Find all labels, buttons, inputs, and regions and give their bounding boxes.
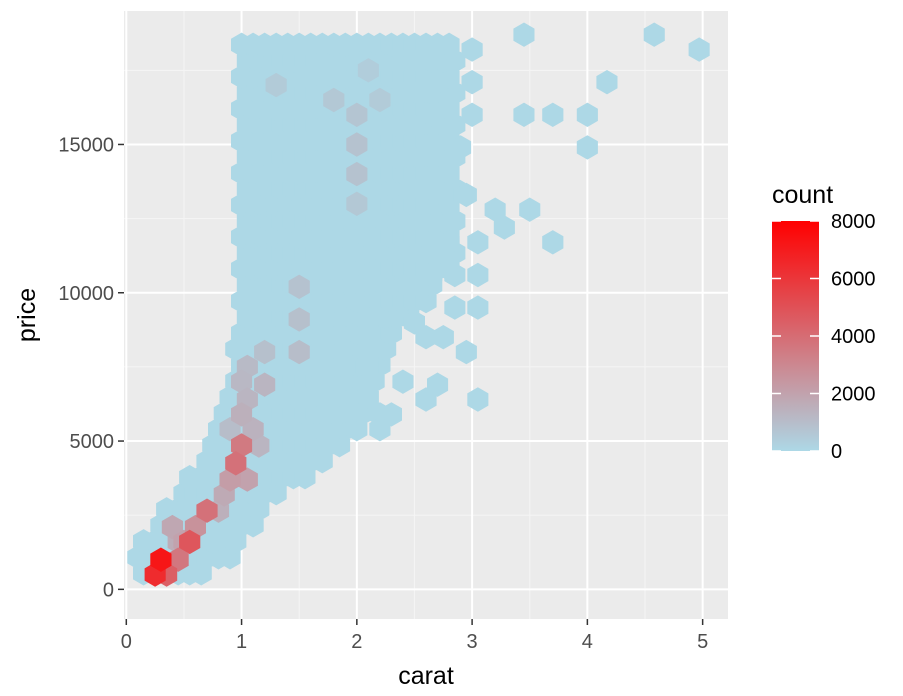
y-tick-label: 5000 <box>70 431 115 453</box>
hex-bin <box>438 32 460 57</box>
hex-bin <box>421 102 443 127</box>
hex-bin <box>167 547 189 572</box>
hex-bin <box>231 402 253 427</box>
hex-bin <box>346 161 368 187</box>
y-tick-label: 15000 <box>58 134 114 156</box>
y-axis-ticks: 0 5000 10000 15000 <box>58 134 124 601</box>
hex-bin <box>542 102 564 127</box>
hex-bin <box>357 58 379 83</box>
hex-bin <box>242 417 264 442</box>
hex-bin <box>467 230 489 255</box>
x-tick-label: 4 <box>582 631 593 653</box>
legend-breaks: 0 2000 4000 6000 8000 <box>772 211 876 463</box>
legend-break-label: 8000 <box>831 211 876 233</box>
hex-bin <box>461 37 483 62</box>
legend: count 0 2000 4000 6000 8000 <box>772 181 876 463</box>
hex-bin <box>427 70 449 95</box>
hex-bin <box>196 498 218 523</box>
legend-title: count <box>772 181 833 209</box>
hex-bin <box>461 102 483 127</box>
x-axis-ticks: 0 1 2 3 4 5 <box>121 619 708 653</box>
hex-bin <box>576 135 598 160</box>
hex-bin <box>467 262 489 288</box>
x-tick-label: 2 <box>351 631 362 653</box>
hex-bin <box>596 70 618 95</box>
hex-bin <box>415 325 437 350</box>
hex-bin <box>438 230 460 255</box>
hex-bin <box>467 387 489 412</box>
hex-bin <box>403 310 425 335</box>
hex-bin <box>432 325 454 350</box>
hex-bin <box>236 467 258 492</box>
hex-bin <box>225 451 247 476</box>
hex-bin <box>179 529 201 555</box>
hex-bin <box>444 295 466 320</box>
hex-bin <box>357 354 379 380</box>
hex-bin <box>346 102 368 127</box>
hex-bin <box>323 87 345 113</box>
x-tick-label: 5 <box>697 631 708 653</box>
hex-bin <box>334 354 356 380</box>
y-tick-label: 0 <box>103 579 114 601</box>
hex-bin <box>254 339 276 365</box>
hex-bin <box>513 22 535 47</box>
hex-bin <box>455 182 477 208</box>
hex-bins <box>127 22 710 587</box>
hex-bin <box>288 339 310 365</box>
hex-bin <box>161 514 183 540</box>
hex-bin <box>427 372 449 397</box>
hex-bin <box>493 215 515 240</box>
hex-bin <box>346 132 368 157</box>
hex-bin <box>421 262 443 288</box>
hex-bin <box>265 72 287 98</box>
legend-break-label: 4000 <box>831 326 876 348</box>
hex-bin <box>455 339 477 365</box>
hex-bin <box>513 102 535 127</box>
hex-bin <box>461 70 483 95</box>
hex-bin <box>467 295 489 320</box>
hex-bin <box>432 182 454 208</box>
y-tick-label: 10000 <box>58 283 114 305</box>
hex-bin <box>288 274 310 299</box>
hex-bin <box>369 87 391 113</box>
hex-bin <box>484 197 506 222</box>
hex-bin <box>542 230 564 255</box>
hex-bin <box>519 197 541 222</box>
x-tick-label: 3 <box>467 631 478 653</box>
hex-bin <box>450 135 472 160</box>
y-axis-title: price <box>13 288 41 342</box>
hex-bin <box>369 417 391 442</box>
hex-bin <box>150 547 172 572</box>
hex-bin <box>346 191 368 216</box>
hex-bin <box>288 307 310 332</box>
x-tick-label: 1 <box>236 631 247 653</box>
hex-bin <box>643 22 665 47</box>
hex-bin <box>219 417 241 442</box>
legend-break-label: 6000 <box>831 269 876 291</box>
legend-break-label: 0 <box>831 441 842 463</box>
hex-bin <box>392 369 414 394</box>
hex-bin <box>688 37 710 62</box>
hex-bin <box>444 262 466 288</box>
hex-bin <box>254 372 276 397</box>
hex-bin <box>415 387 437 412</box>
x-tick-label: 0 <box>121 631 132 653</box>
legend-break-label: 2000 <box>831 384 876 406</box>
x-axis-title: carat <box>398 662 454 690</box>
hex-bin <box>576 102 598 127</box>
